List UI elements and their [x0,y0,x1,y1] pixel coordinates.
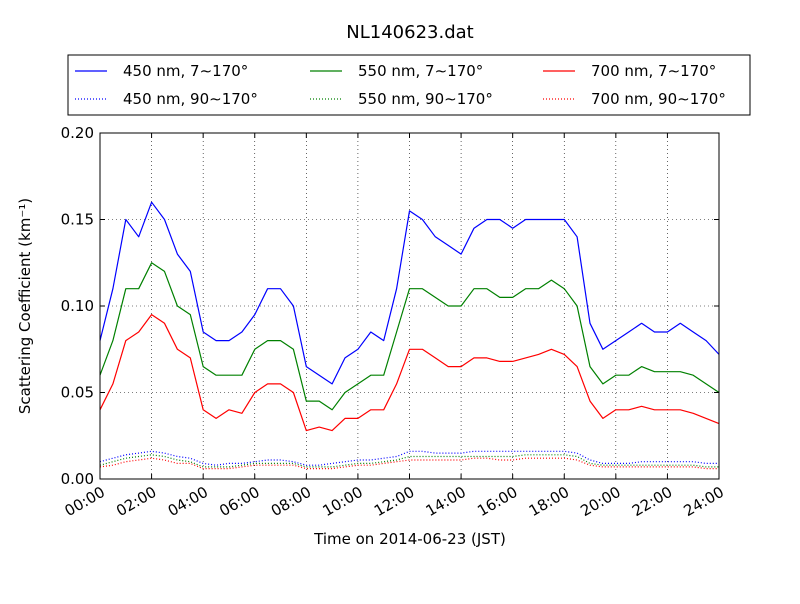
y-tick-label: 0.10 [61,297,94,315]
series-line [99,262,720,411]
legend-label: 450 nm, 90∼170° [123,90,258,108]
x-tick-label: 22:00 [629,483,675,520]
x-tick-label: 02:00 [113,483,159,520]
legend-label: 550 nm, 7∼170° [358,62,483,80]
x-tick-label: 18:00 [526,483,572,520]
plot-area: 00:00 02:00 04:00 06:00 08:00 10:00 12:00 14:00… [61,124,727,520]
y-tick-label: 0.15 [61,211,94,229]
legend-label: 700 nm, 90∼170° [591,90,726,108]
x-tick-label: 16:00 [474,483,520,520]
legend: 450 nm, 7∼170° 550 nm, 7∼170° 700 nm, 7∼17… [67,54,751,116]
legend-label: 450 nm, 7∼170° [123,62,248,80]
y-tick-label: 0.05 [61,384,94,402]
y-tick-label: 0.00 [61,470,94,488]
legend-label: 550 nm, 90∼170° [358,90,493,108]
x-tick-label: 24:00 [681,483,727,520]
x-tick-label: 04:00 [165,483,211,520]
grid-lines [100,133,719,479]
series-line [99,201,720,385]
x-tick-label: 10:00 [319,483,365,520]
x-tick-label: 08:00 [268,483,314,520]
x-axis-label: Time on 2014-06-23 (JST) [313,530,506,548]
y-axis-label: Scattering Coefficient (km⁻¹) [16,198,34,414]
series-line [99,454,719,468]
series-group [99,201,720,470]
legend-label: 700 nm, 7∼170° [591,62,716,80]
chart-title: NL140623.dat [346,22,473,43]
legend-frame [67,54,751,116]
x-tick-label: 06:00 [216,483,262,520]
x-tick-label: 00:00 [62,483,108,520]
series-line [99,457,719,470]
x-tick-label: 20:00 [577,483,623,520]
y-tick-label: 0.20 [61,124,94,142]
series-line [99,314,720,432]
x-tick-label: 12:00 [371,483,417,520]
x-tick-label: 14:00 [423,483,469,520]
